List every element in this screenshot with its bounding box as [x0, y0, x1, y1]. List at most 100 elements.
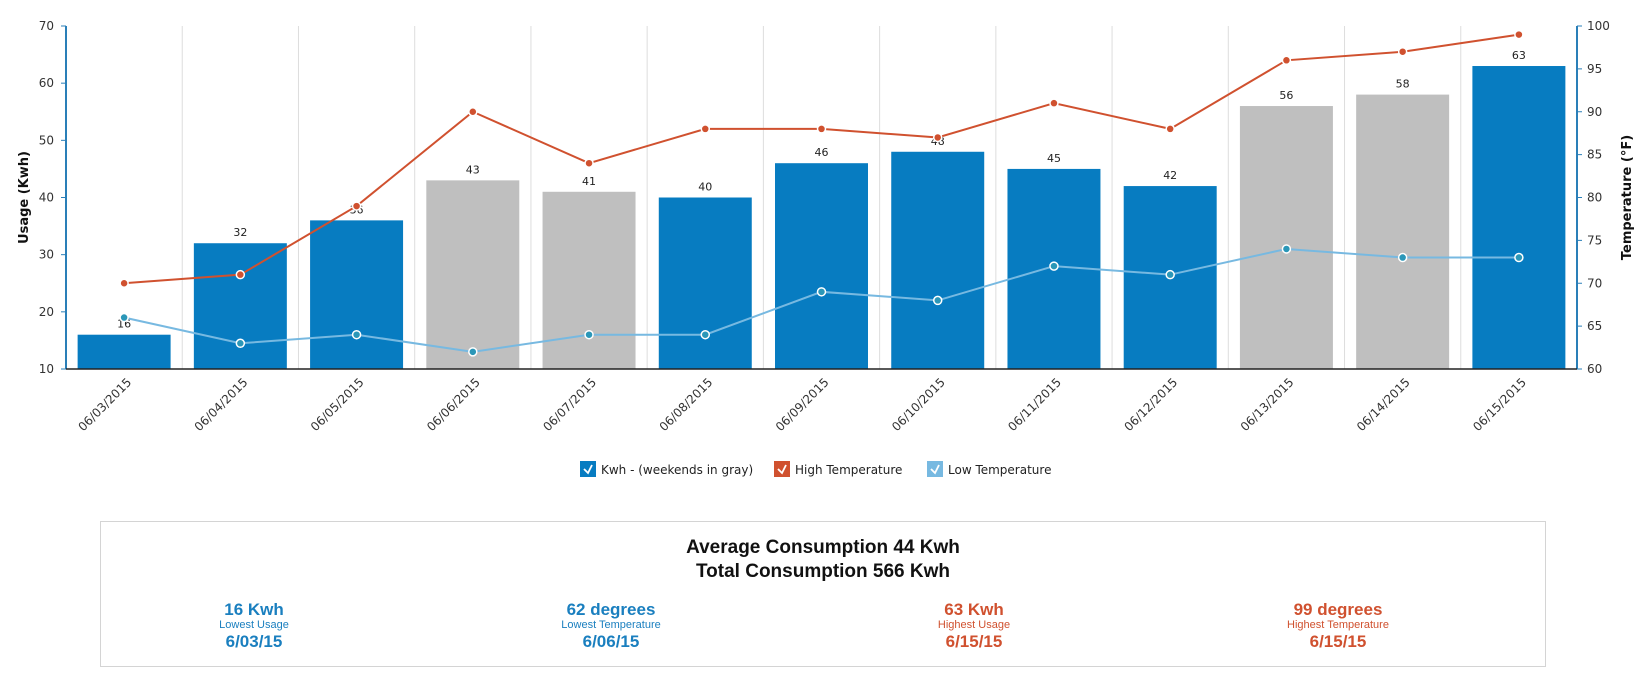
bar-value-label: 63	[1512, 49, 1526, 62]
stat-value: 63 Kwh	[944, 600, 1004, 619]
right-tick-label: 75	[1587, 233, 1602, 247]
high-temperature-point	[1397, 46, 1408, 57]
high-temperature-point	[1281, 55, 1292, 66]
bar-value-label: 32	[233, 226, 247, 239]
legend-kwh-swatch	[580, 461, 596, 477]
bar	[77, 334, 171, 369]
stat-label: Lowest Temperature	[561, 619, 661, 631]
high-temperature-point	[468, 107, 478, 117]
x-tick-label: 06/09/2015	[773, 375, 832, 434]
summary-panel: Average Consumption 44 Kwh Total Consump…	[100, 521, 1546, 667]
x-tick-label: 06/10/2015	[889, 375, 948, 434]
left-tick-label: 60	[39, 76, 54, 90]
low-temperature-point	[1281, 244, 1292, 254]
chart-svg: 10 20 30 40 50 60 70 60 65 70 75 80 85 90 95 100 Usage (…	[17, 19, 1635, 477]
low-temperature-point	[1165, 269, 1175, 280]
usage-temperature-chart: 10 20 30 40 50 60 70 60 65 70 75 80 85 90 95 100 Usage (…	[17, 19, 1635, 477]
right-tick-label: 95	[1587, 62, 1602, 76]
stat-date: 6/15/15	[1309, 632, 1367, 651]
x-tick-label: 06/13/2015	[1238, 375, 1297, 434]
low-temperature-point	[816, 287, 827, 297]
x-tick-label: 06/03/2015	[75, 375, 134, 434]
total-consumption: Total Consumption 566 Kwh	[695, 561, 951, 582]
high-temperature-point	[351, 201, 362, 211]
low-temperature-point	[351, 329, 362, 340]
low-temperature-point	[235, 338, 246, 349]
high-temperature-point	[584, 158, 594, 168]
bar-value-label: 45	[1047, 152, 1061, 165]
stat-highest-usage: 63 Kwh Highest Usage 6/15/15	[864, 600, 1084, 652]
bar	[1239, 106, 1333, 370]
high-temperature-point	[1514, 29, 1524, 40]
high-temperature-point	[235, 269, 246, 280]
high-temperature-point	[119, 278, 129, 288]
high-temperature-point	[932, 132, 943, 143]
average-consumption: Average Consumption 44 Kwh	[686, 537, 960, 558]
left-tick-label: 30	[39, 248, 54, 262]
high-temperature-point	[700, 124, 711, 134]
bar	[1356, 94, 1450, 369]
right-tick-label: 100	[1587, 19, 1610, 33]
low-temperature-point	[932, 295, 943, 306]
stat-highest-temperature: 99 degrees Highest Temperature 6/15/15	[1228, 600, 1448, 652]
low-temperature-point	[700, 329, 711, 340]
left-tick-label: 20	[39, 305, 54, 319]
right-tick-label: 80	[1587, 191, 1602, 205]
high-temperature-point	[816, 124, 827, 134]
bar-value-label: 46	[815, 146, 829, 159]
bar-value-label: 43	[466, 163, 480, 176]
legend-low-temperature-label: Low Temperature	[948, 463, 1051, 477]
high-temperature-point	[1165, 124, 1175, 134]
right-tick-label: 70	[1587, 276, 1602, 290]
left-tick-label: 50	[39, 133, 54, 147]
bar	[193, 243, 287, 369]
bar	[310, 220, 404, 369]
low-temperature-point	[584, 329, 594, 340]
x-tick-label: 06/06/2015	[424, 375, 483, 434]
x-tick-label: 06/14/2015	[1354, 375, 1413, 434]
right-tick-label: 90	[1587, 105, 1602, 119]
bar	[891, 151, 985, 369]
stat-date: 6/15/15	[945, 632, 1003, 651]
y-axis-title: Usage (Kwh)	[17, 151, 32, 244]
stat-date: 6/03/15	[225, 632, 283, 651]
low-temperature-point	[119, 312, 129, 323]
left-tick-label: 40	[39, 191, 54, 205]
x-tick-label: 06/04/2015	[192, 375, 251, 434]
low-temperature-point	[1397, 252, 1408, 263]
legend-kwh-label: Kwh - (weekends in gray)	[601, 463, 753, 477]
stat-label: Highest Temperature	[1287, 619, 1389, 631]
low-temperature-point	[1049, 261, 1059, 271]
bar	[1472, 66, 1566, 370]
bar	[426, 180, 520, 369]
bar	[658, 197, 752, 369]
bar-value-label: 41	[582, 175, 596, 188]
low-temperature-point	[1514, 252, 1524, 263]
x-tick-label: 06/11/2015	[1005, 375, 1064, 434]
low-temperature-point	[468, 347, 478, 357]
check-icon	[583, 464, 593, 475]
right-tick-label: 60	[1587, 362, 1602, 376]
y2-axis-title: Temperature (°F)	[1620, 135, 1635, 260]
x-tick-label: 06/12/2015	[1122, 375, 1181, 434]
bar	[542, 191, 636, 369]
stat-value: 62 degrees	[566, 600, 656, 619]
bar-value-label: 58	[1396, 78, 1410, 91]
bar-value-label: 40	[698, 181, 712, 194]
bar	[775, 163, 868, 369]
stat-value: 99 degrees	[1293, 600, 1383, 619]
bar-value-label: 16	[117, 318, 131, 331]
legend-high-temperature-label: High Temperature	[795, 463, 902, 477]
x-tick-label: 06/15/2015	[1470, 375, 1529, 434]
bar-value-label: 56	[1279, 89, 1293, 102]
x-tick-label: 06/08/2015	[657, 375, 716, 434]
stat-label: Highest Usage	[937, 619, 1011, 631]
stat-label: Lowest Usage	[219, 619, 289, 631]
check-icon	[777, 464, 787, 475]
left-tick-label: 70	[39, 19, 54, 33]
stat-lowest-usage: 16 Kwh Lowest Usage 6/03/15	[144, 600, 364, 652]
x-tick-label: 06/07/2015	[540, 375, 599, 434]
legend-high-temperature-swatch	[774, 461, 790, 477]
bar-value-label: 42	[1163, 169, 1177, 182]
high-temperature-point	[1049, 98, 1059, 108]
